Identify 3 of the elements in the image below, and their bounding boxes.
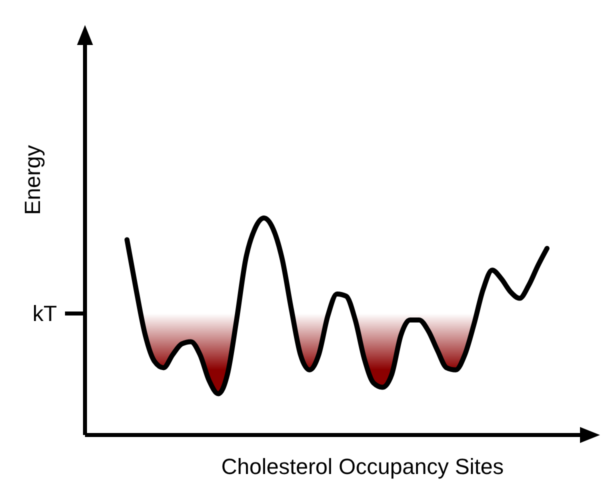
ref-line-label: kT — [32, 301, 57, 326]
x-axis-title: Cholesterol Occupancy Sites — [221, 454, 504, 479]
y-axis-title: Energy — [20, 145, 45, 215]
